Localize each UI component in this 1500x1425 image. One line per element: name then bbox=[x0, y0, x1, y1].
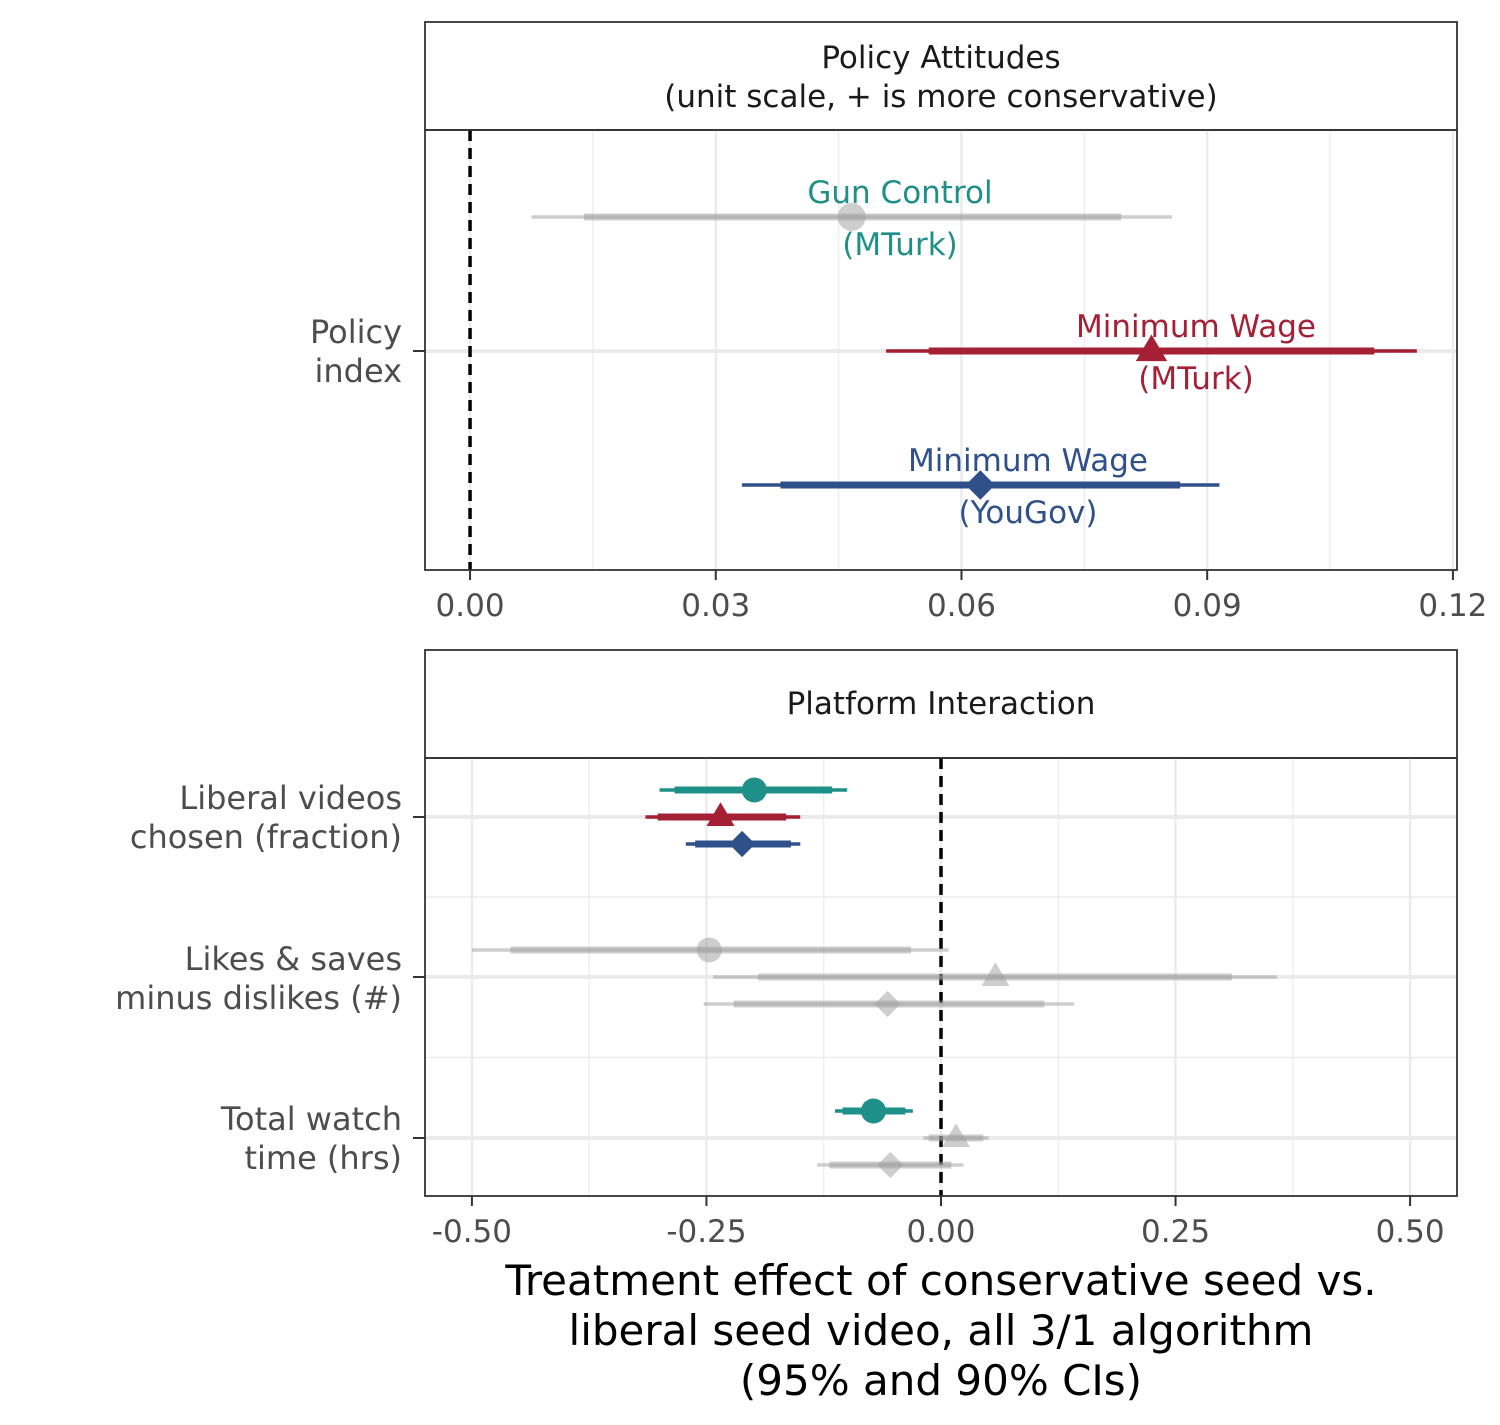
platform-estimate-4 bbox=[713, 962, 1277, 987]
platform-y-label-2-line2: time (hrs) bbox=[244, 1139, 402, 1177]
platform-y-label-1-line1: Likes & saves bbox=[185, 940, 402, 978]
policy-marks: Gun Control (MTurk) Minimum Wage (MTurk) Min… bbox=[468, 130, 1417, 570]
policy-strip-subtitle: (unit scale, + is more conservative) bbox=[664, 79, 1217, 115]
platform-triangle-marker bbox=[706, 802, 735, 827]
platform-x-tick-label: 0.00 bbox=[906, 1214, 975, 1250]
policy-y-axis: Policy index bbox=[310, 313, 425, 390]
policy-x-axis: 0.00 0.03 0.06 0.09 0.12 bbox=[436, 570, 1487, 624]
x-axis-title-line2: liberal seed video, all 3/1 algorithm bbox=[569, 1306, 1314, 1355]
platform-x-tick-label: -0.50 bbox=[432, 1214, 512, 1250]
policy-y-label-line2: index bbox=[314, 352, 402, 390]
platform-circle-marker bbox=[696, 937, 722, 963]
platform-triangle-marker bbox=[981, 962, 1010, 987]
x-axis-title: Treatment effect of conservative seed vs… bbox=[504, 1256, 1376, 1405]
policy-series-label-line2: (YouGov) bbox=[959, 495, 1098, 531]
policy-strip-title: Policy Attitudes bbox=[821, 40, 1060, 76]
policy-series-label-line2: (MTurk) bbox=[1138, 361, 1254, 397]
policy-estimate-0 bbox=[531, 203, 1172, 231]
platform-circle-marker bbox=[860, 1098, 886, 1124]
policy-circle-marker bbox=[837, 203, 866, 231]
platform-estimate-1 bbox=[645, 802, 801, 827]
platform-estimate-3 bbox=[471, 937, 949, 963]
policy-x-tick-label: 0.09 bbox=[1173, 588, 1242, 624]
platform-y-axis: Liberal videos chosen (fraction) Likes &… bbox=[115, 779, 425, 1177]
policy-series-label-line1: Minimum Wage bbox=[1076, 309, 1316, 345]
platform-y-label-0-line1: Liberal videos bbox=[179, 779, 402, 817]
platform-strip-title: Platform Interaction bbox=[787, 686, 1096, 722]
platform-marks bbox=[471, 758, 1277, 1196]
platform-diamond-marker bbox=[728, 830, 756, 858]
policy-x-tick-label: 0.06 bbox=[927, 588, 996, 624]
x-axis-title-line1: Treatment effect of conservative seed vs… bbox=[504, 1256, 1376, 1305]
policy-x-tick-label: 0.03 bbox=[681, 588, 750, 624]
platform-triangle-marker bbox=[942, 1123, 971, 1148]
policy-x-tick-label: 0.00 bbox=[436, 588, 505, 624]
policy-panel: Policy Attitudes (unit scale, + is more … bbox=[310, 21, 1487, 624]
platform-panel: Platform Interaction -0.50 -0.25 0.00 0.25 0… bbox=[115, 649, 1458, 1250]
policy-series-label-line1: Minimum Wage bbox=[908, 443, 1148, 479]
platform-y-label-1-line2: minus dislikes (#) bbox=[115, 979, 402, 1017]
platform-diamond-marker bbox=[874, 990, 901, 1018]
policy-series-label-line1: Gun Control bbox=[807, 175, 992, 211]
policy-estimate-2 bbox=[741, 470, 1220, 500]
platform-estimate-8 bbox=[817, 1151, 964, 1179]
policy-strip bbox=[424, 21, 1458, 131]
platform-circle-marker bbox=[741, 777, 767, 803]
policy-triangle-marker bbox=[1135, 334, 1168, 362]
platform-x-tick-label: 0.50 bbox=[1376, 1214, 1445, 1250]
platform-strip bbox=[424, 649, 1458, 759]
platform-y-label-0-line2: chosen (fraction) bbox=[130, 818, 402, 856]
platform-x-tick-label: 0.25 bbox=[1141, 1214, 1210, 1250]
policy-estimate-1 bbox=[886, 334, 1417, 362]
platform-x-axis: -0.50 -0.25 0.00 0.25 0.50 bbox=[432, 1196, 1445, 1250]
policy-x-tick-label: 0.12 bbox=[1418, 588, 1487, 624]
x-axis-title-line3: (95% and 90% CIs) bbox=[740, 1356, 1142, 1405]
policy-diamond-marker bbox=[965, 470, 996, 500]
platform-estimate-2 bbox=[685, 830, 801, 858]
policy-series-label-line2: (MTurk) bbox=[842, 227, 958, 263]
platform-estimate-6 bbox=[834, 1098, 913, 1124]
platform-estimate-5 bbox=[703, 990, 1075, 1018]
platform-x-tick-label: -0.25 bbox=[666, 1214, 746, 1250]
platform-y-label-2-line1: Total watch bbox=[220, 1100, 402, 1138]
platform-estimate-0 bbox=[659, 777, 848, 803]
platform-diamond-marker bbox=[877, 1151, 904, 1179]
platform-estimate-7 bbox=[923, 1123, 989, 1148]
policy-y-label-line1: Policy bbox=[310, 313, 402, 351]
